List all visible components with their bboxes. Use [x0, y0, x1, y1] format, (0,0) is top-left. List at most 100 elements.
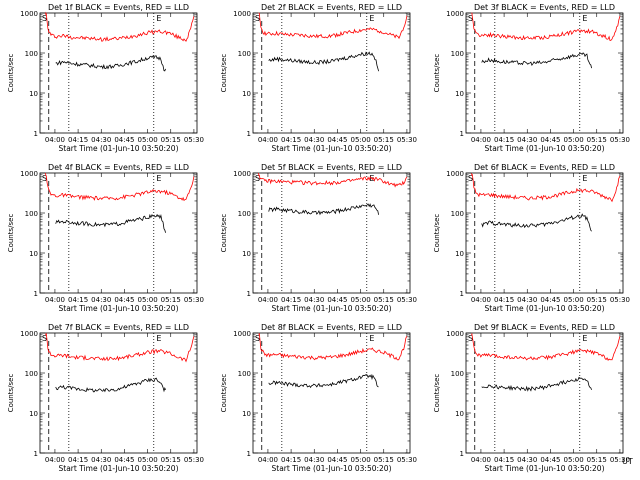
y-tick-label: 100 — [238, 50, 251, 58]
end-marker: E — [369, 14, 374, 23]
y-tick-label: 1000 — [233, 10, 251, 18]
chart-title: Det 6f BLACK = Events, RED = LLD — [474, 163, 615, 172]
x-tick-label: 05:30 — [184, 136, 204, 144]
end-marker: E — [156, 14, 161, 23]
y-axis-label: Counts/sec — [220, 54, 228, 93]
events-series-line — [481, 52, 592, 69]
y-tick-label: 10 — [455, 90, 464, 98]
x-tick-label: 05:00 — [563, 296, 583, 304]
y-tick-label: 10 — [242, 410, 251, 418]
x-tick-label: 05:00 — [350, 456, 370, 464]
events-series-line — [55, 213, 166, 233]
y-tick-label: 1 — [247, 450, 251, 458]
chart-title: Det 8f BLACK = Events, RED = LLD — [261, 323, 402, 332]
x-tick-label: 05:15 — [374, 296, 394, 304]
end-marker: E — [156, 334, 161, 343]
x-tick-label: 05:30 — [184, 456, 204, 464]
y-tick-label: 10 — [455, 410, 464, 418]
start-marker: S — [255, 174, 260, 183]
footer-label: UT — [622, 457, 633, 466]
x-tick-label: 04:45 — [327, 456, 347, 464]
x-tick-label: 05:15 — [161, 296, 181, 304]
events-series-line — [481, 213, 592, 232]
y-tick-label: 1000 — [446, 10, 464, 18]
x-tick-label: 04:15 — [281, 296, 301, 304]
y-tick-label: 1 — [247, 130, 251, 138]
x-tick-label: 04:15 — [68, 296, 88, 304]
x-tick-label: 04:00 — [45, 456, 65, 464]
chart-panel-9: Det 9f BLACK = Events, RED = LLD 1 10 100 10… — [433, 323, 630, 473]
end-marker: E — [369, 334, 374, 343]
y-tick-label: 100 — [238, 370, 251, 378]
x-tick-label: 04:15 — [281, 136, 301, 144]
x-tick-label: 04:45 — [327, 136, 347, 144]
y-axis-label: Counts/sec — [220, 374, 228, 413]
x-axis-label: Start Time (01-Jun-10 03:50:20) — [59, 144, 179, 153]
lld-series-line — [258, 333, 408, 361]
start-marker: S — [42, 334, 47, 343]
x-tick-label: 04:30 — [91, 456, 111, 464]
chart-title: Det 4f BLACK = Events, RED = LLD — [48, 163, 189, 172]
end-marker: E — [582, 174, 587, 183]
start-marker: S — [42, 174, 47, 183]
x-tick-label: 05:00 — [137, 296, 157, 304]
x-axis-label: Start Time (01-Jun-10 03:50:20) — [272, 144, 392, 153]
y-tick-label: 1000 — [233, 330, 251, 338]
x-tick-label: 04:30 — [304, 456, 324, 464]
x-tick-label: 05:15 — [587, 296, 607, 304]
chart-panel-2: Det 2f BLACK = Events, RED = LLD 1 10 100 10… — [220, 3, 417, 153]
x-tick-label: 05:30 — [397, 456, 417, 464]
plot-frame — [465, 172, 624, 294]
events-series-line — [268, 203, 379, 216]
chart-title: Det 5f BLACK = Events, RED = LLD — [261, 163, 402, 172]
plot-frame — [465, 12, 624, 134]
events-series-line — [55, 55, 166, 72]
y-tick-label: 1000 — [446, 330, 464, 338]
events-series-line — [481, 376, 592, 392]
x-tick-label: 04:30 — [304, 136, 324, 144]
x-tick-label: 05:15 — [161, 136, 181, 144]
events-series-line — [268, 51, 379, 72]
x-tick-label: 04:30 — [91, 136, 111, 144]
x-tick-label: 04:45 — [114, 136, 134, 144]
x-tick-label: 04:15 — [494, 136, 514, 144]
x-tick-label: 05:30 — [184, 296, 204, 304]
end-marker: E — [156, 174, 161, 183]
start-marker: S — [255, 334, 260, 343]
chart-title: Det 3f BLACK = Events, RED = LLD — [474, 3, 615, 12]
lld-series-line — [45, 11, 195, 42]
y-axis-label: Counts/sec — [433, 214, 441, 253]
x-tick-label: 05:00 — [563, 456, 583, 464]
x-tick-label: 04:45 — [540, 456, 560, 464]
plot-frame — [39, 12, 198, 134]
y-tick-label: 10 — [242, 90, 251, 98]
y-tick-label: 1 — [34, 130, 38, 138]
y-axis-label: Counts/sec — [7, 54, 15, 93]
x-tick-label: 04:00 — [45, 136, 65, 144]
start-marker: S — [468, 14, 473, 23]
chart-title: Det 2f BLACK = Events, RED = LLD — [261, 3, 402, 12]
y-tick-label: 100 — [238, 210, 251, 218]
x-tick-label: 04:15 — [281, 456, 301, 464]
y-tick-label: 1 — [460, 290, 464, 298]
x-axis-label: Start Time (01-Jun-10 03:50:20) — [272, 304, 392, 313]
x-tick-label: 05:00 — [137, 456, 157, 464]
y-tick-label: 1000 — [446, 170, 464, 178]
x-tick-label: 04:30 — [91, 296, 111, 304]
end-marker: E — [582, 334, 587, 343]
plot-frame — [465, 332, 624, 454]
plot-frame — [252, 12, 411, 134]
end-marker: E — [582, 14, 587, 23]
x-tick-label: 04:00 — [258, 456, 278, 464]
lld-series-line — [471, 173, 621, 203]
start-marker: S — [255, 14, 260, 23]
chart-title: Det 1f BLACK = Events, RED = LLD — [48, 3, 189, 12]
y-tick-label: 100 — [25, 370, 38, 378]
x-tick-label: 04:15 — [68, 456, 88, 464]
x-axis-label: Start Time (01-Jun-10 03:50:20) — [59, 304, 179, 313]
y-tick-label: 10 — [29, 250, 38, 258]
y-tick-label: 100 — [451, 50, 464, 58]
x-tick-label: 04:00 — [471, 136, 491, 144]
lld-series-line — [258, 12, 408, 40]
